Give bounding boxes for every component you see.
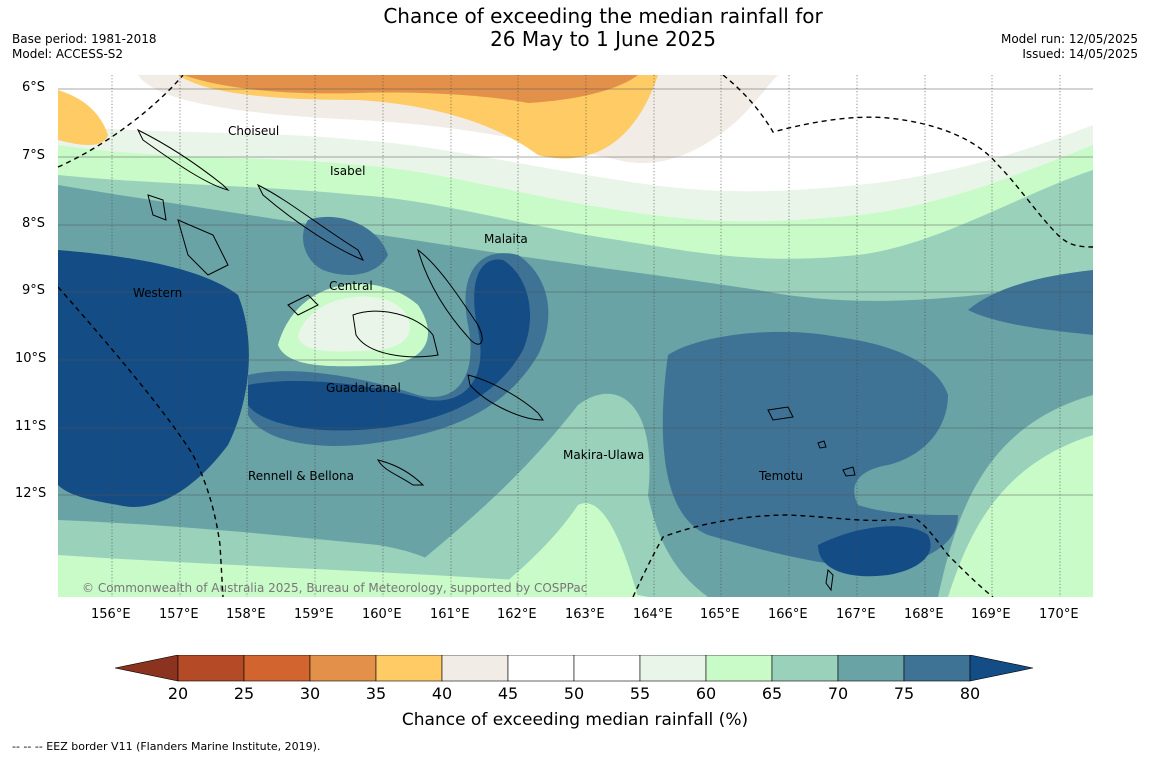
place-label-isabel: Isabel <box>330 164 366 178</box>
colorbar-tick-label: 45 <box>497 684 519 703</box>
colorbar-segment <box>705 655 773 682</box>
lon-tick-161e: 161°E <box>430 607 470 622</box>
colorbar-tick-label: 40 <box>431 684 453 703</box>
colorbar-segment <box>837 655 905 682</box>
colorbar-segment <box>903 655 971 682</box>
colorbar-segment <box>441 655 509 682</box>
lon-tick-160e: 160°E <box>362 607 402 622</box>
lat-tick-9s: 9°S <box>22 283 46 298</box>
place-label-western: Western <box>133 286 183 300</box>
colorbar-tick-label: 35 <box>365 684 387 703</box>
lon-tick-163e: 163°E <box>565 607 605 622</box>
colorbar <box>115 655 1034 682</box>
lon-tick-158e: 158°E <box>226 607 266 622</box>
lon-tick-156e: 156°E <box>91 607 131 622</box>
chart-title-line2: 26 May to 1 June 2025 <box>490 27 716 51</box>
colorbar-tick-label: 75 <box>893 684 915 703</box>
place-label-makira-ulawa: Makira-Ulawa <box>563 448 645 462</box>
colorbar-tick-label: 65 <box>761 684 783 703</box>
lat-tick-7s: 7°S <box>22 148 46 163</box>
lon-tick-157e: 157°E <box>159 607 199 622</box>
colorbar-title: Chance of exceeding median rainfall (%) <box>401 710 749 730</box>
coastlines <box>136 128 856 592</box>
lat-tick-6s: 6°S <box>22 80 46 95</box>
lat-tick-8s: 8°S <box>22 216 46 231</box>
place-label-choiseul: Choiseul <box>228 124 280 138</box>
colorbar-segment <box>243 655 311 682</box>
place-label-central: Central <box>329 279 373 293</box>
lon-tick-170e: 170°E <box>1039 607 1079 622</box>
place-label-guadalcanal: Guadalcanal <box>326 381 401 395</box>
issued-label: Issued: 14/05/2025 <box>1022 47 1138 61</box>
colorbar-segment <box>375 655 443 682</box>
colorbar-extend-low <box>115 655 179 682</box>
colorbar-tick-label: 60 <box>695 684 717 703</box>
colorbar-tick-label: 20 <box>167 684 189 703</box>
lat-tick-10s: 10°S <box>15 351 47 366</box>
colorbar-extend-high <box>969 655 1034 682</box>
eez-border <box>58 75 1093 597</box>
lon-tick-167e: 167°E <box>836 607 876 622</box>
copyright-notice: © Commonwealth of Australia 2025, Bureau… <box>82 581 588 595</box>
colorbar-segment <box>177 655 245 682</box>
lon-tick-159e: 159°E <box>294 607 334 622</box>
colorbar-tick-label: 25 <box>233 684 255 703</box>
chart-title-line1: Chance of exceeding the median rainfall … <box>383 4 823 28</box>
lon-tick-165e: 165°E <box>700 607 740 622</box>
colorbar-tick-label: 70 <box>827 684 849 703</box>
lon-tick-166e: 166°E <box>768 607 808 622</box>
lon-tick-169e: 169°E <box>971 607 1011 622</box>
colorbar-tick-label: 80 <box>959 684 981 703</box>
eez-footer-note: -- -- -- EEZ border V11 (Flanders Marine… <box>12 740 321 753</box>
place-label-malaita: Malaita <box>484 232 528 246</box>
colorbar-segments <box>115 655 1034 682</box>
colorbar-tick-label: 55 <box>629 684 651 703</box>
lon-tick-168e: 168°E <box>904 607 944 622</box>
colorbar-segment <box>507 655 575 682</box>
lon-tick-162e: 162°E <box>497 607 537 622</box>
place-label-rennell-bellona: Rennell & Bellona <box>248 469 355 483</box>
colorbar-segment <box>639 655 707 682</box>
place-label-temotu: Temotu <box>759 469 804 483</box>
colorbar-tick-label: 50 <box>563 684 585 703</box>
lat-tick-11s: 11°S <box>15 419 47 434</box>
lat-tick-12s: 12°S <box>15 486 47 501</box>
lat-lines <box>58 88 1093 496</box>
base-period-label: Base period: 1981-2018 <box>12 32 157 46</box>
colorbar-segment <box>309 655 377 682</box>
graticule <box>111 75 1061 597</box>
colorbar-segment <box>771 655 839 682</box>
contour-fill <box>58 75 1093 597</box>
lon-tick-164e: 164°E <box>633 607 673 622</box>
rainfall-map <box>58 75 1093 597</box>
model-label: Model: ACCESS-S2 <box>12 47 124 61</box>
model-run-label: Model run: 12/05/2025 <box>1000 32 1138 46</box>
colorbar-tick-label: 30 <box>299 684 321 703</box>
colorbar-segment <box>573 655 641 682</box>
